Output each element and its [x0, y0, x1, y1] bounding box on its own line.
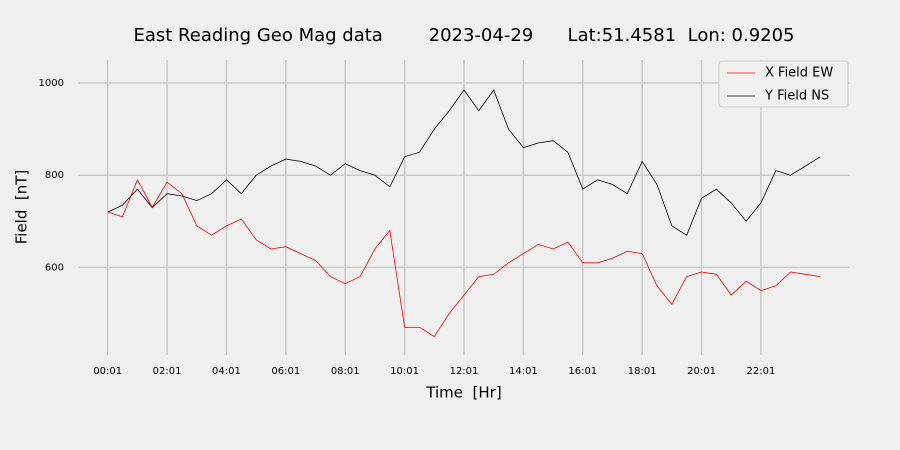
x-tick-label: 02:01: [153, 366, 182, 377]
x-tick-label: 08:01: [331, 366, 360, 377]
x-tick-label: 14:01: [509, 366, 538, 377]
x-tick-label: 06:01: [271, 366, 300, 377]
legend-label: X Field EW: [765, 66, 833, 81]
y-tick-label: 600: [45, 262, 64, 273]
x-tick-label: 00:01: [93, 366, 122, 377]
x-tick-label: 04:01: [212, 366, 241, 377]
y-tick-label: 1000: [39, 78, 64, 89]
legend-label: Y Field NS: [764, 89, 829, 104]
x-tick-label: 16:01: [568, 366, 597, 377]
chart-title: East Reading Geo Mag data 2023-04-29 Lat…: [133, 25, 794, 46]
legend-box: [718, 60, 849, 108]
x-tick-label: 22:01: [747, 366, 776, 377]
x-tick-label: 10:01: [390, 366, 419, 377]
data-line: [107, 178, 821, 338]
x-tick-label: 12:01: [450, 366, 479, 377]
x-tick-label: 20:01: [687, 366, 716, 377]
x-tick-label: 18:01: [628, 366, 657, 377]
y-tick-label: 800: [45, 170, 64, 181]
data-line: [107, 89, 821, 236]
y-axis-label: Field [nT]: [13, 170, 31, 245]
x-axis-label: Time [Hr]: [425, 384, 501, 402]
